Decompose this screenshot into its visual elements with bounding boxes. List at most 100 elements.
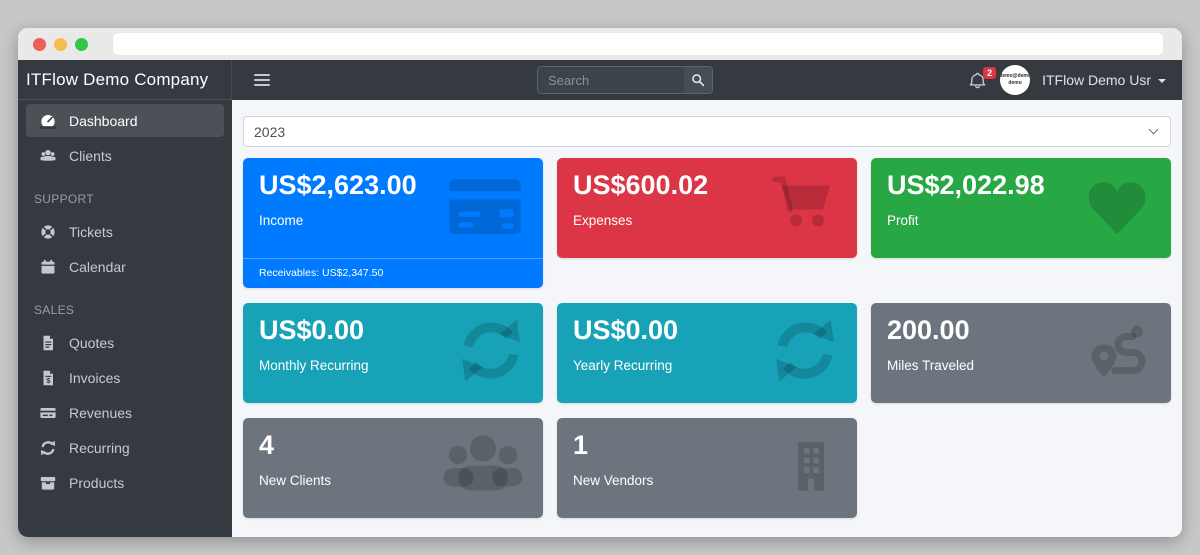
brand-area: ITFlow Demo Company (18, 60, 232, 100)
box-icon (40, 475, 56, 491)
income-card: US$2,623.00 Income Receivables: US$2,347… (243, 158, 543, 288)
user-dropdown[interactable]: ITFlow Demo Usr (1042, 72, 1166, 88)
navbar-content: 2 demo@demo demo ITFlow Demo Usr (232, 60, 1182, 100)
avatar-text: demo@demo (1000, 73, 1031, 79)
sidebar-item-label: Products (69, 474, 125, 491)
yearly-recurring-label: Yearly Recurring (573, 358, 673, 374)
bell-icon (969, 72, 986, 89)
yearly-recurring-value: US$0.00 (573, 315, 679, 345)
sync-icon (771, 318, 839, 389)
sidebar-item-invoices[interactable]: $ Invoices (26, 361, 224, 394)
browser-window: ITFlow Demo Company 2 (18, 28, 1182, 537)
miles-traveled-card: 200.00 Miles Traveled (871, 303, 1171, 403)
sidebar-section-header: SUPPORT (34, 192, 94, 206)
building-icon (783, 433, 839, 504)
navbar-right: 2 demo@demo demo ITFlow Demo Usr (967, 60, 1166, 100)
miles-traveled-value: 200.00 (887, 315, 970, 345)
search-icon (691, 73, 705, 87)
sidebar-item-recurring[interactable]: Recurring (26, 431, 224, 464)
new-clients-value: 4 (259, 430, 275, 460)
income-footer: Receivables: US$2,347.50 (243, 258, 543, 288)
brand-title[interactable]: ITFlow Demo Company (26, 69, 209, 89)
users-icon (40, 148, 56, 164)
hamburger-icon[interactable] (250, 70, 274, 90)
url-bar[interactable] (113, 33, 1163, 55)
year-select[interactable]: 2023 (243, 116, 1171, 147)
expenses-card: US$600.02 Expenses (557, 158, 857, 258)
chevron-down-icon (1158, 79, 1166, 83)
shopping-cart-icon (769, 174, 839, 243)
card-body: US$0.00 Yearly Recurring (557, 303, 857, 403)
sidebar-item-label: Dashboard (69, 112, 138, 129)
card-body: US$2,623.00 Income (243, 158, 543, 258)
miles-traveled-label: Miles Traveled (887, 358, 975, 374)
file-invoice-dollar-icon: $ (40, 370, 56, 386)
search-group (537, 66, 713, 94)
sidebar-item-label: Recurring (69, 439, 130, 456)
user-name: ITFlow Demo Usr (1042, 72, 1151, 88)
new-clients-label: New Clients (259, 473, 332, 489)
sidebar-item-revenues[interactable]: Revenues (26, 396, 224, 429)
card-body: 200.00 Miles Traveled (871, 303, 1171, 403)
svg-text:$: $ (46, 376, 51, 385)
profit-card: US$2,022.98 Profit (871, 158, 1171, 258)
sidebar-item-clients[interactable]: Clients (26, 139, 224, 172)
app-body: Dashboard Clients SUPPORT Tickets Calend (18, 100, 1182, 537)
route-icon (1087, 319, 1153, 388)
card-body: US$2,022.98 Profit (871, 158, 1171, 258)
new-vendors-label: New Vendors (573, 473, 654, 489)
notification-count-badge: 2 (983, 66, 997, 80)
sync-icon (457, 318, 525, 389)
close-window-button[interactable] (33, 37, 46, 51)
sidebar-item-label: Quotes (69, 334, 115, 351)
new-vendors-value: 1 (573, 430, 589, 460)
sidebar-item-label: Calendar (69, 258, 126, 275)
yearly-recurring-card: US$0.00 Yearly Recurring (557, 303, 857, 403)
sidebar-item-calendar[interactable]: Calendar (26, 250, 224, 283)
profit-value: US$2,022.98 (887, 170, 1045, 200)
browser-chrome (18, 28, 1182, 60)
sidebar-item-products[interactable]: Products (26, 466, 224, 499)
sidebar-item-label: Clients (69, 147, 112, 164)
file-alt-icon (40, 335, 56, 351)
avatar-text: demo (1008, 80, 1022, 86)
income-value: US$2,623.00 (259, 170, 417, 200)
expenses-label: Expenses (573, 213, 633, 229)
sidebar-item-label: Revenues (69, 404, 133, 421)
credit-card-icon (445, 175, 525, 242)
top-navbar: ITFlow Demo Company 2 (18, 60, 1182, 100)
expenses-value: US$600.02 (573, 170, 709, 200)
money-check-icon (40, 405, 56, 421)
window-controls (33, 37, 88, 51)
life-ring-icon (40, 224, 56, 240)
tachometer-icon (40, 113, 56, 129)
calendar-icon (40, 259, 56, 275)
sidebar-item-label: Tickets (69, 223, 113, 240)
maximize-window-button[interactable] (75, 37, 88, 51)
users-icon (441, 433, 525, 504)
sidebar-item-tickets[interactable]: Tickets (26, 215, 224, 248)
sidebar-section-header: SALES (34, 303, 75, 317)
monthly-recurring-value: US$0.00 (259, 315, 365, 345)
card-body: 4 New Clients (243, 418, 543, 518)
profit-label: Profit (887, 213, 919, 229)
search-input[interactable] (538, 67, 684, 93)
heart-icon (1081, 173, 1153, 244)
sidebar-item-quotes[interactable]: Quotes (26, 326, 224, 359)
dashboard-cards: US$2,623.00 Income Receivables: US$2,347… (243, 158, 1171, 518)
notifications-button[interactable]: 2 (967, 66, 997, 91)
income-label: Income (259, 213, 304, 229)
sidebar-item-dashboard[interactable]: Dashboard (26, 104, 224, 137)
monthly-recurring-label: Monthly Recurring (259, 358, 369, 374)
sidebar: Dashboard Clients SUPPORT Tickets Calend (18, 100, 232, 537)
new-clients-card: 4 New Clients (243, 418, 543, 518)
search-button[interactable] (684, 67, 712, 93)
card-body: US$600.02 Expenses (557, 158, 857, 258)
monthly-recurring-card: US$0.00 Monthly Recurring (243, 303, 543, 403)
sync-icon (40, 440, 56, 456)
main-content: 2023 US$2,623.00 Income Receivables: US$… (232, 100, 1182, 537)
minimize-window-button[interactable] (54, 37, 67, 51)
user-avatar[interactable]: demo@demo demo (1000, 65, 1031, 95)
sidebar-item-label: Invoices (69, 369, 121, 386)
card-body: US$0.00 Monthly Recurring (243, 303, 543, 403)
